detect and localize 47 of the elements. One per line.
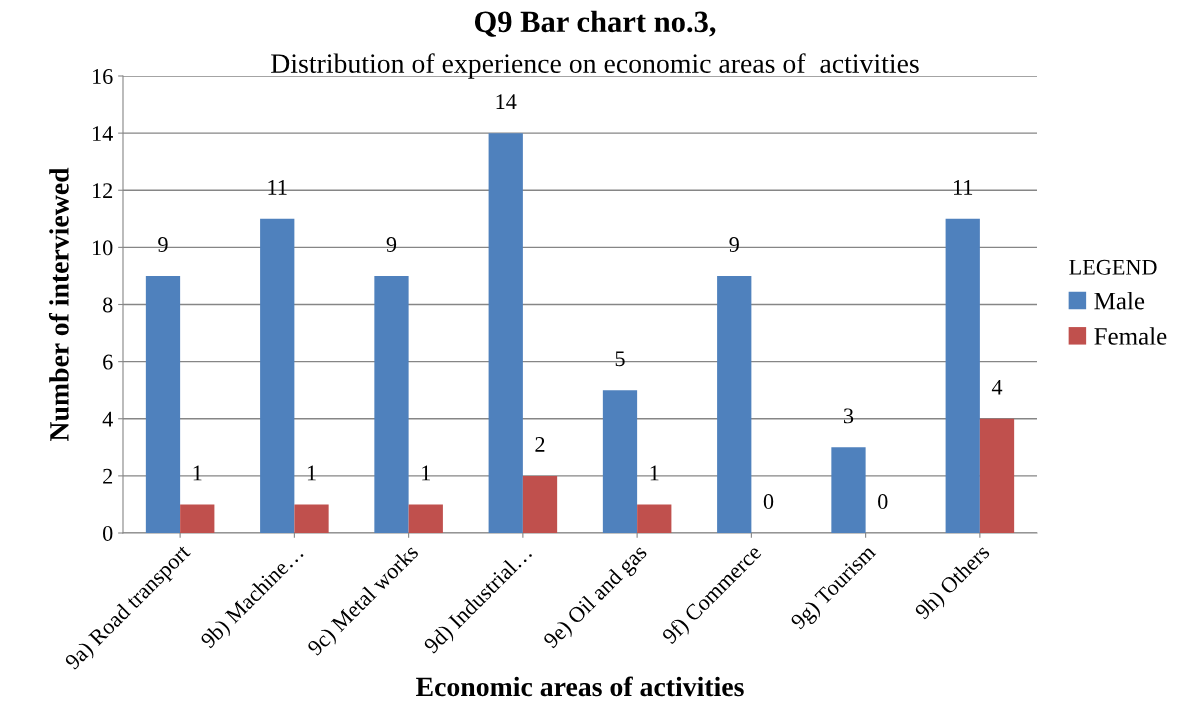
data-label: 14 (496, 94, 517, 109)
x-axis-title: Economic areas of activities (416, 676, 744, 697)
y-tick-label: 16 (93, 68, 113, 84)
y-tick-label: 8 (103, 297, 113, 313)
data-label: 3 (843, 408, 854, 424)
data-label: 11 (268, 179, 287, 195)
bar (408, 504, 443, 533)
data-label: 5 (615, 351, 625, 367)
bar (374, 275, 409, 533)
y-tick-label: 6 (103, 354, 113, 370)
bar (979, 418, 1015, 533)
data-label: 4 (991, 379, 1003, 395)
y-tick-label: 14 (93, 126, 113, 141)
bar (180, 504, 215, 533)
bar (145, 275, 181, 533)
data-label: 9 (386, 237, 397, 252)
data-label: 1 (650, 465, 659, 481)
bar (294, 504, 329, 533)
bar (488, 133, 523, 533)
bar (260, 218, 295, 533)
data-label: 1 (422, 465, 430, 481)
bar (945, 218, 980, 533)
data-label: 2 (535, 436, 545, 452)
data-label: 1 (307, 465, 316, 481)
y-tick-label: 4 (102, 411, 113, 427)
y-tick-label: 0 (103, 525, 113, 541)
legend-title: LEGEND (1069, 259, 1157, 275)
data-label: 0 (763, 494, 774, 510)
data-label: 1 (193, 465, 202, 481)
data-label: 9 (729, 237, 739, 252)
x-tick-label: 9e) Oil and gas (542, 543, 651, 653)
legend-label: Female (1094, 327, 1167, 345)
bar (602, 390, 638, 533)
bar (522, 475, 558, 533)
chart-subtitle: Distribution of experience on economic areas of activities (271, 53, 919, 79)
data-label: 9 (158, 237, 168, 252)
legend-label: Male (1094, 291, 1145, 310)
bar (717, 275, 752, 533)
y-tick-label: 12 (93, 183, 113, 198)
y-axis-title: Number of interviewed (48, 167, 69, 442)
y-tick-label: 2 (103, 468, 113, 484)
chart-title: Q9 Bar chart no.3, (474, 10, 716, 37)
bar (637, 504, 672, 533)
data-label: 11 (954, 179, 973, 195)
data-label: 0 (878, 494, 888, 510)
bar (831, 447, 866, 533)
y-tick-label: 10 (93, 240, 113, 256)
